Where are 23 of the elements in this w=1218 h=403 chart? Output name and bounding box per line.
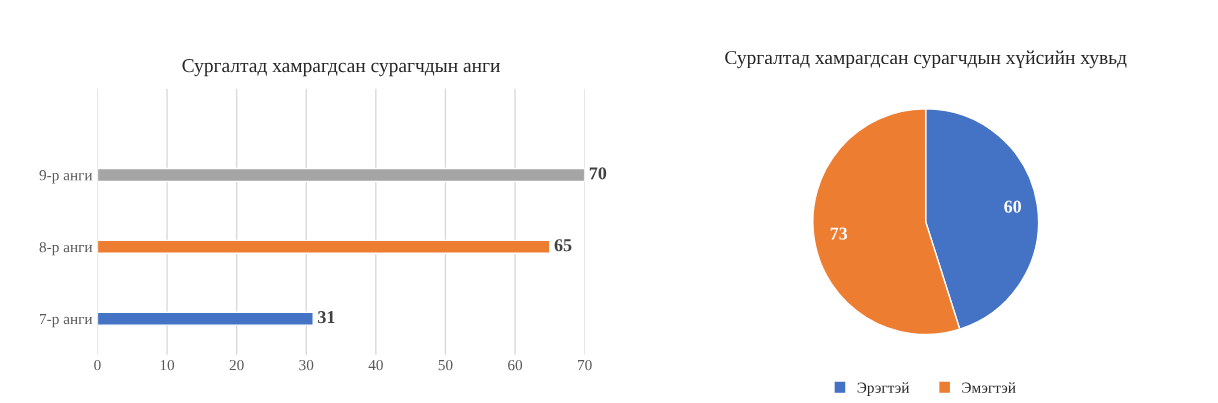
legend-label: Эмэгтэй [962, 382, 1016, 393]
x-tick-label: 20 [229, 359, 244, 371]
y-tick-label: 9-р анги [39, 170, 93, 184]
x-tick-label: 50 [438, 359, 453, 371]
chart-title: Сургалтад хамрагдсан сурагчдын хүйсийн хувьд [725, 50, 1127, 69]
x-tick-label: 70 [578, 359, 592, 371]
legend-label: Эрэгтэй [857, 382, 910, 396]
x-tick-label: 30 [299, 359, 314, 371]
data-label: 65 [554, 239, 572, 252]
data-label: 31 [318, 311, 335, 324]
data-label: 73 [830, 227, 848, 240]
chart-title: Сургалтад хамрагдсан сурагчдын анги [182, 59, 500, 77]
y-tick-label: 8-р анги [39, 241, 93, 256]
data-label: 60 [1004, 200, 1021, 213]
x-tick-label: 60 [508, 359, 523, 371]
bar [97, 239, 551, 254]
bar [97, 167, 585, 183]
x-tick-label: 10 [160, 359, 175, 371]
x-tick-label: 40 [368, 359, 383, 371]
data-label: 70 [589, 167, 607, 180]
x-tick-label: 0 [94, 359, 101, 371]
bar [97, 311, 314, 326]
y-tick-label: 7-р анги [40, 313, 93, 328]
